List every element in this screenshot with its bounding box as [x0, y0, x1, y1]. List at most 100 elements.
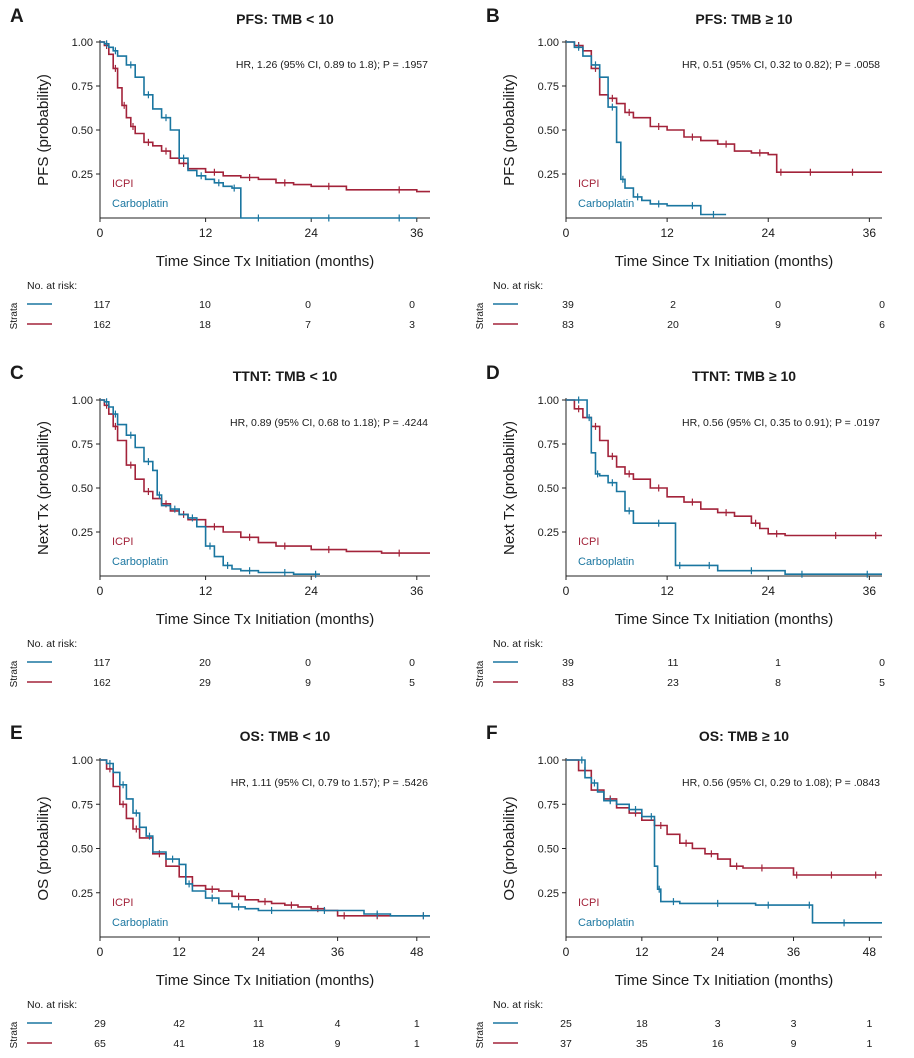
series-line-carboplatin [100, 759, 430, 917]
y-tick-label: 1.00 [72, 755, 93, 767]
risk-header: No. at risk: [493, 280, 543, 292]
strata-label: Strata [475, 302, 486, 329]
series-line-icpi [566, 41, 882, 173]
panel-label: A [10, 6, 24, 27]
y-tick-label: 0.75 [72, 439, 93, 451]
panel-label: E [10, 723, 23, 744]
series-line-carboplatin [566, 759, 882, 924]
y-tick-label: 1.00 [538, 37, 559, 49]
risk-count: 3 [409, 319, 415, 331]
legend-carboplatin: Carboplatin [112, 556, 168, 568]
risk-count: 29 [94, 1018, 106, 1030]
risk-count: 39 [562, 299, 574, 311]
y-tick-label: 0.25 [538, 888, 559, 900]
x-tick-label: 12 [660, 226, 674, 240]
risk-count: 41 [173, 1038, 185, 1050]
chart-title: PFS: TMB ≥ 10 [695, 11, 792, 27]
risk-count: 3 [791, 1018, 797, 1030]
risk-count: 1 [866, 1038, 872, 1050]
risk-header: No. at risk: [493, 999, 543, 1011]
risk-count: 1 [414, 1038, 420, 1050]
risk-count: 18 [253, 1038, 265, 1050]
risk-count: 39 [562, 657, 574, 669]
risk-count: 42 [173, 1018, 185, 1030]
legend-icpi: ICPI [578, 536, 599, 548]
hr-annotation: HR, 0.89 (95% CI, 0.68 to 1.18); P = .42… [230, 417, 428, 429]
x-tick-label: 12 [199, 584, 213, 598]
risk-count: 1 [414, 1018, 420, 1030]
risk-header: No. at risk: [27, 638, 77, 650]
hr-annotation: HR, 0.56 (95% CI, 0.35 to 0.91); P = .01… [682, 417, 880, 429]
risk-count: 4 [335, 1018, 341, 1030]
risk-count: 10 [199, 299, 211, 311]
risk-count: 23 [667, 677, 679, 689]
risk-header: No. at risk: [27, 999, 77, 1011]
risk-count: 1 [775, 657, 781, 669]
chart-panel-E: E OS: TMB < 10 0.25 0.50 0.75 1.00 0 12 24 36 48 Ti… [9, 723, 430, 1050]
y-tick-label: 0.75 [538, 81, 559, 93]
legend-icpi: ICPI [112, 536, 133, 548]
y-tick-label: 0.50 [538, 483, 559, 495]
y-axis-label: OS (probability) [35, 796, 52, 900]
x-tick-label: 0 [97, 945, 104, 959]
x-tick-label: 0 [563, 584, 570, 598]
legend-icpi: ICPI [578, 178, 599, 190]
risk-count: 0 [409, 657, 415, 669]
risk-count: 9 [775, 319, 781, 331]
legend-carboplatin: Carboplatin [578, 198, 634, 210]
risk-count: 18 [636, 1018, 648, 1030]
chart-title: TTNT: TMB ≥ 10 [692, 368, 796, 384]
chart-panel-A: A PFS: TMB < 10 0.25 0.50 0.75 1.00 0 12 24 36 Tim… [9, 6, 430, 331]
legend-carboplatin: Carboplatin [578, 556, 634, 568]
x-tick-label: 12 [635, 945, 649, 959]
y-tick-label: 1.00 [538, 755, 559, 767]
risk-count: 11 [253, 1018, 264, 1030]
y-tick-label: 0.75 [538, 799, 559, 811]
x-axis-label: Time Since Tx Initiation (months) [156, 972, 374, 989]
series-line-icpi [566, 399, 882, 537]
x-tick-label: 0 [563, 226, 570, 240]
risk-count: 25 [560, 1018, 572, 1030]
risk-count: 3 [715, 1018, 721, 1030]
x-axis-label: Time Since Tx Initiation (months) [156, 253, 374, 270]
x-tick-label: 24 [711, 945, 725, 959]
hr-annotation: HR, 1.26 (95% CI, 0.89 to 1.8); P = .195… [236, 59, 428, 71]
x-tick-label: 36 [410, 226, 424, 240]
risk-count: 0 [879, 657, 885, 669]
risk-count: 83 [562, 677, 574, 689]
y-tick-label: 0.50 [72, 483, 93, 495]
strata-label: Strata [9, 302, 20, 329]
legend-icpi: ICPI [578, 897, 599, 909]
strata-label: Strata [9, 1021, 20, 1048]
risk-count: 20 [199, 657, 211, 669]
x-tick-label: 12 [199, 226, 213, 240]
y-tick-label: 0.25 [72, 527, 93, 539]
risk-count: 2 [670, 299, 676, 311]
y-axis-label: PFS (probability) [501, 74, 518, 186]
risk-count: 9 [335, 1038, 341, 1050]
series-line-carboplatin [100, 41, 417, 219]
y-tick-label: 0.75 [72, 81, 93, 93]
x-tick-label: 36 [787, 945, 801, 959]
y-tick-label: 0.50 [72, 125, 93, 137]
risk-count: 18 [199, 319, 211, 331]
x-tick-label: 24 [762, 226, 776, 240]
risk-count: 0 [879, 299, 885, 311]
y-tick-label: 0.75 [538, 439, 559, 451]
y-axis-label: Next Tx (probability) [501, 421, 518, 555]
hr-annotation: HR, 0.51 (95% CI, 0.32 to 0.82); P = .00… [682, 59, 880, 71]
risk-count: 11 [668, 657, 679, 669]
y-axis-label: OS (probability) [501, 796, 518, 900]
y-tick-label: 1.00 [72, 395, 93, 407]
y-tick-label: 0.75 [72, 799, 93, 811]
x-axis-label: Time Since Tx Initiation (months) [615, 611, 833, 628]
risk-count: 7 [305, 319, 311, 331]
x-tick-label: 48 [863, 945, 877, 959]
strata-label: Strata [475, 660, 486, 687]
x-tick-label: 12 [173, 945, 187, 959]
y-tick-label: 1.00 [538, 395, 559, 407]
x-tick-label: 12 [660, 584, 674, 598]
risk-header: No. at risk: [27, 280, 77, 292]
y-axis-label: PFS (probability) [35, 74, 52, 186]
